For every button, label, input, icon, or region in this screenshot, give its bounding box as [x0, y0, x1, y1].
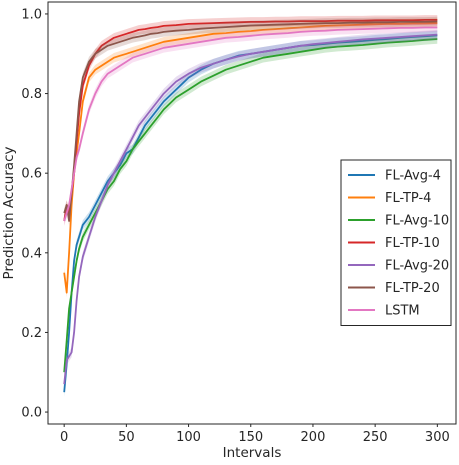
x-tick-label: 300	[425, 430, 450, 445]
series-line-lstm	[63, 26, 438, 222]
legend-label: FL-Avg-20	[385, 259, 449, 274]
series-band-fl-avg-10	[64, 34, 438, 377]
y-tick-label: 1.0	[21, 7, 42, 22]
legend-label: FL-TP-4	[385, 191, 431, 206]
y-axis-label: Prediction Accuracy	[1, 146, 17, 279]
series-layer	[63, 15, 438, 397]
y-tick-label: 0.6	[21, 167, 42, 182]
x-tick-label: 100	[176, 430, 201, 445]
x-tick-label: 250	[363, 430, 388, 445]
series-line-fl-avg-10	[63, 38, 438, 373]
legend-label: FL-Avg-4	[385, 169, 441, 184]
x-axis-label: Intervals	[223, 445, 282, 461]
series-line-fl-tp-20	[63, 20, 438, 222]
series-line-fl-tp-4	[63, 22, 438, 294]
series-line-fl-avg-4	[63, 34, 438, 393]
x-tick-label: 0	[60, 430, 68, 445]
series-line-fl-tp-10	[63, 18, 438, 222]
y-tick-label: 0.8	[21, 87, 42, 102]
series-line-fl-avg-20	[63, 33, 438, 385]
ticks-layer: 0 50 100 150 200 250 300 0.0 0.2 0.4 0.6 0.8 1.0	[21, 7, 449, 445]
y-tick-label: 0.4	[21, 246, 42, 261]
x-tick-label: 50	[118, 430, 135, 445]
y-tick-label: 0.2	[21, 326, 42, 341]
x-tick-label: 200	[301, 430, 326, 445]
x-tick-label: 150	[238, 430, 263, 445]
legend-label: LSTM	[385, 304, 420, 319]
y-tick-label: 0.0	[21, 406, 42, 421]
legend-label: FL-Avg-10	[385, 214, 449, 229]
legend-label: FL-TP-10	[385, 236, 440, 251]
legend: FL-Avg-4 FL-TP-4 FL-Avg-10 FL-TP-10 FL-Avg-2…	[340, 159, 452, 326]
plot-frame	[47, 1, 457, 425]
legend-label: FL-TP-20	[385, 281, 440, 296]
